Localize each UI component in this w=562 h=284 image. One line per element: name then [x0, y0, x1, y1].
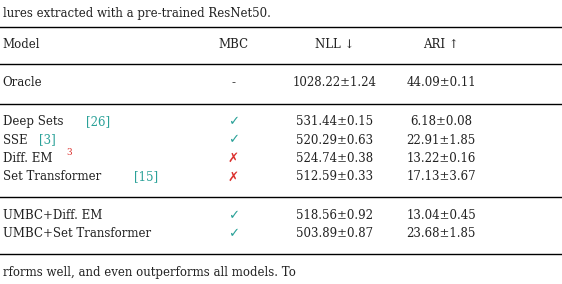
Text: Deep Sets: Deep Sets — [3, 115, 67, 128]
Text: Model: Model — [3, 37, 40, 51]
Text: 518.56±0.92: 518.56±0.92 — [296, 209, 373, 222]
Text: [15]: [15] — [134, 170, 158, 183]
Text: 520.29±0.63: 520.29±0.63 — [296, 133, 373, 147]
Text: 17.13±3.67: 17.13±3.67 — [406, 170, 476, 183]
Text: 1028.22±1.24: 1028.22±1.24 — [292, 76, 377, 89]
Text: ✗: ✗ — [228, 152, 239, 165]
Text: -: - — [231, 76, 235, 89]
Text: 13.04±0.45: 13.04±0.45 — [406, 209, 476, 222]
Text: SSE: SSE — [3, 133, 31, 147]
Text: ✓: ✓ — [228, 209, 239, 222]
Text: 44.09±0.11: 44.09±0.11 — [406, 76, 476, 89]
Text: 22.91±1.85: 22.91±1.85 — [406, 133, 476, 147]
Text: [3]: [3] — [39, 133, 56, 147]
Text: 512.59±0.33: 512.59±0.33 — [296, 170, 373, 183]
Text: 503.89±0.87: 503.89±0.87 — [296, 227, 373, 240]
Text: NLL ↓: NLL ↓ — [315, 37, 354, 51]
Text: UMBC+Set Transformer: UMBC+Set Transformer — [3, 227, 151, 240]
Text: Set Transformer: Set Transformer — [3, 170, 105, 183]
Text: ✓: ✓ — [228, 227, 239, 240]
Text: ARI ↑: ARI ↑ — [423, 37, 459, 51]
Text: ✓: ✓ — [228, 133, 239, 147]
Text: 23.68±1.85: 23.68±1.85 — [406, 227, 476, 240]
Text: UMBC+Diff. EM: UMBC+Diff. EM — [3, 209, 102, 222]
Text: 524.74±0.38: 524.74±0.38 — [296, 152, 373, 165]
Text: rforms well, and even outperforms all models. To: rforms well, and even outperforms all mo… — [3, 266, 296, 279]
Text: MBC: MBC — [218, 37, 248, 51]
Text: Oracle: Oracle — [3, 76, 43, 89]
Text: ✗: ✗ — [228, 170, 239, 183]
Text: 531.44±0.15: 531.44±0.15 — [296, 115, 373, 128]
Text: ✓: ✓ — [228, 115, 239, 128]
Text: 13.22±0.16: 13.22±0.16 — [406, 152, 476, 165]
Text: 3: 3 — [67, 148, 72, 157]
Text: lures extracted with a pre-trained ResNet50.: lures extracted with a pre-trained ResNe… — [3, 7, 271, 20]
Text: 6.18±0.08: 6.18±0.08 — [410, 115, 472, 128]
Text: Diff. EM: Diff. EM — [3, 152, 52, 165]
Text: [26]: [26] — [86, 115, 110, 128]
